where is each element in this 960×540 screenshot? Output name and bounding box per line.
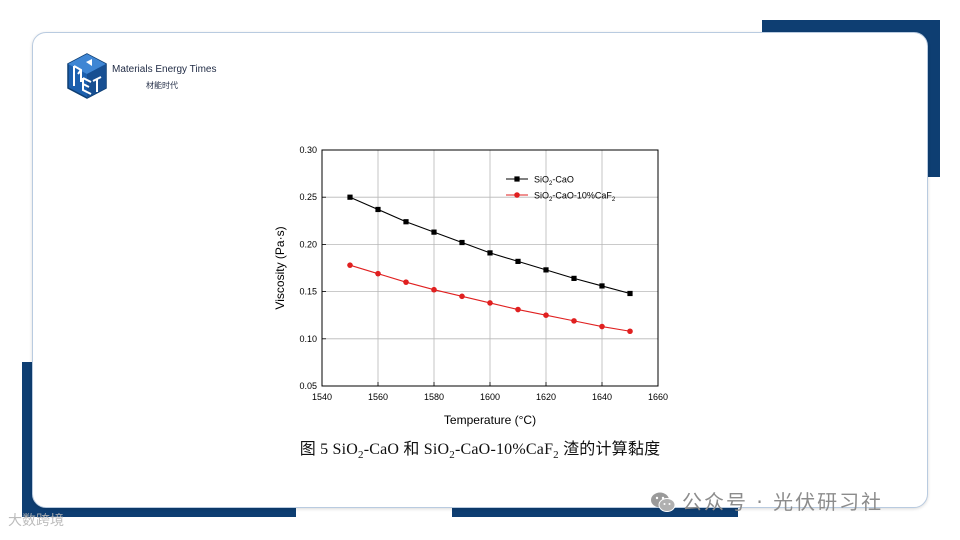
- y-tick-label: 0.15: [299, 287, 317, 297]
- y-tick-label: 0.20: [299, 239, 317, 249]
- data-point-series-1: [571, 275, 577, 281]
- x-tick-label: 1640: [592, 392, 612, 402]
- watermark-left: 大数跨境: [8, 510, 64, 530]
- legend-label-1: SiO2-CaO: [534, 175, 574, 188]
- data-point-series-1: [375, 206, 381, 213]
- data-point-series-1: [347, 194, 353, 200]
- figure-caption: 图 5 SiO2-CaO 和 SiO2-CaO-10%CaF2 渣的计算黏度: [0, 435, 960, 461]
- data-point-series-2: [627, 328, 633, 335]
- data-point-series-2: [599, 323, 605, 330]
- data-point-series-1: [627, 290, 633, 297]
- x-axis-label: Temperature (°C): [444, 413, 536, 427]
- x-tick-label: 1580: [424, 392, 444, 402]
- caption-sub3: 2: [553, 449, 559, 462]
- data-point-series-2: [403, 279, 409, 285]
- x-tick-label: 1560: [368, 392, 388, 402]
- watermark-left-text: 大数跨境: [8, 513, 64, 529]
- legend-label-2: SiO2-CaO-10%CaF2: [534, 191, 616, 204]
- data-point-series-2: [571, 318, 577, 324]
- x-tick-label: 1600: [480, 392, 500, 402]
- caption-sub1: 2: [358, 449, 364, 462]
- axis-ticks: 1540 1560 1580 1600 1620 1640 1660 0.05 0.10 0.15…: [299, 145, 668, 402]
- data-point-series-1: [543, 267, 549, 273]
- watermark-right: 公众号 · 光伏研习社: [650, 486, 883, 515]
- brand-logo-icon: [67, 53, 107, 99]
- caption-mid: -CaO 和 SiO: [363, 441, 450, 458]
- data-point-series-2: [431, 286, 437, 293]
- x-tick-label: 1620: [536, 392, 556, 402]
- viscosity-chart: 1540 1560 1580 1600 1620 1640 1660 0.05 0.10 0.15…: [273, 145, 668, 427]
- y-tick-label: 0.30: [299, 145, 317, 155]
- chart-legend: SiO2-CaO SiO2-CaO-10%CaF2: [506, 175, 616, 204]
- watermark-right-text: 公众号 · 光伏研习社: [682, 490, 884, 514]
- caption-mid2: -CaO-10%CaF: [454, 441, 554, 458]
- data-point-series-2: [543, 312, 549, 318]
- caption-prefix: 图 5 SiO: [299, 441, 359, 458]
- chart-grid: [321, 149, 659, 387]
- x-tick-label: 1660: [648, 392, 668, 402]
- y-axis-label: Viscosity (Pa·s): [273, 226, 287, 309]
- y-tick-label: 0.25: [299, 192, 317, 202]
- data-point-series-1: [431, 229, 437, 235]
- data-point-series-2: [515, 306, 521, 313]
- data-point-series-1: [459, 239, 465, 246]
- slide-card: [32, 32, 928, 508]
- caption-suffix: 渣的计算黏度: [558, 441, 661, 458]
- legend-marker-1: [514, 176, 520, 182]
- data-point-series-1: [515, 258, 521, 264]
- data-point-series-2: [459, 293, 465, 300]
- data-point-series-1: [599, 283, 605, 289]
- data-point-series-2: [347, 262, 353, 268]
- series-layer: [347, 194, 633, 335]
- brand-subtitle: 材能时代: [146, 81, 178, 90]
- data-point-series-1: [403, 219, 409, 225]
- caption-sub2: 2: [449, 449, 455, 462]
- data-point-series-2: [487, 300, 493, 306]
- y-tick-label: 0.05: [299, 381, 317, 391]
- y-tick-label: 0.10: [299, 334, 317, 344]
- x-tick-label: 1540: [312, 392, 332, 402]
- data-point-series-1: [487, 250, 493, 256]
- brand-name: Materials Energy Times: [112, 64, 217, 75]
- data-point-series-2: [375, 270, 381, 277]
- wechat-icon: [651, 492, 676, 512]
- legend-marker-2: [514, 192, 520, 198]
